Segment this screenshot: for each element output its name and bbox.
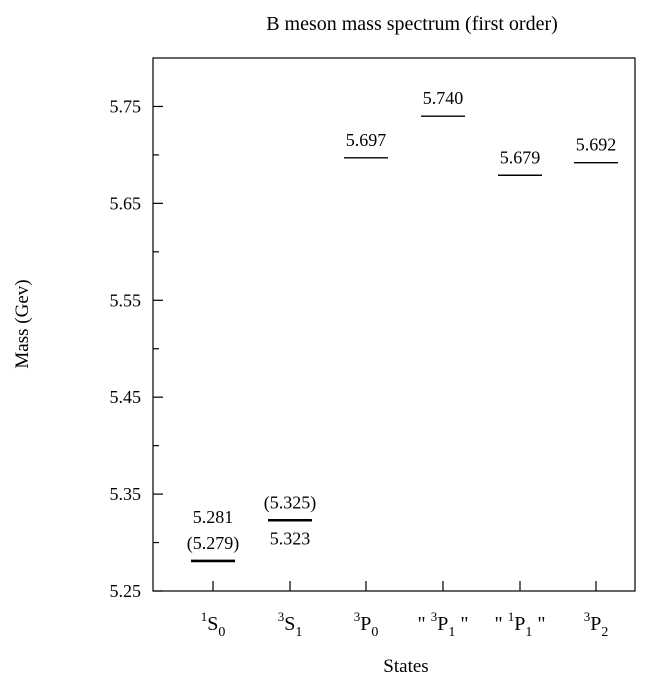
state-label: 1S0 [201,609,226,640]
state-label: 3S1 [278,609,303,640]
state-label: " 3P1 " [418,609,469,640]
y-axis-ticks: 5.25 5.35 5.45 5.55 5.65 5.75 [110,96,163,601]
y-tick-label: 5.35 [110,484,142,504]
value-label: (5.279) [187,533,240,554]
value-label: 5.323 [270,528,311,548]
y-axis-label: Mass (Gev) [12,279,33,368]
y-tick-label: 5.45 [110,387,142,407]
x-axis-ticks: 1S0 3S1 3P0 " 3P1 " " 1P1 " 3P2 [201,581,609,640]
chart-title: B meson mass spectrum (first order) [266,13,558,35]
y-tick-label: 5.55 [110,290,142,310]
y-tick-label: 5.65 [110,193,142,213]
state-label: 3P2 [584,609,609,640]
y-tick-label: 5.75 [110,96,142,116]
state-label: 3P0 [354,609,379,640]
state-label: " 1P1 " [495,609,546,640]
plot-frame [152,57,636,592]
y-tick-label: 5.25 [110,581,142,601]
value-label: 5.281 [193,507,234,527]
value-label: 5.740 [423,88,464,108]
value-label: (5.325) [264,492,317,513]
mass-level-marks: 5.281 (5.279) (5.325) 5.323 5.697 5.740 5.679 5… [187,88,618,563]
value-label: 5.692 [576,135,617,155]
x-axis-label: States [383,656,428,677]
value-label: 5.697 [346,130,387,150]
value-label: 5.679 [500,147,541,167]
